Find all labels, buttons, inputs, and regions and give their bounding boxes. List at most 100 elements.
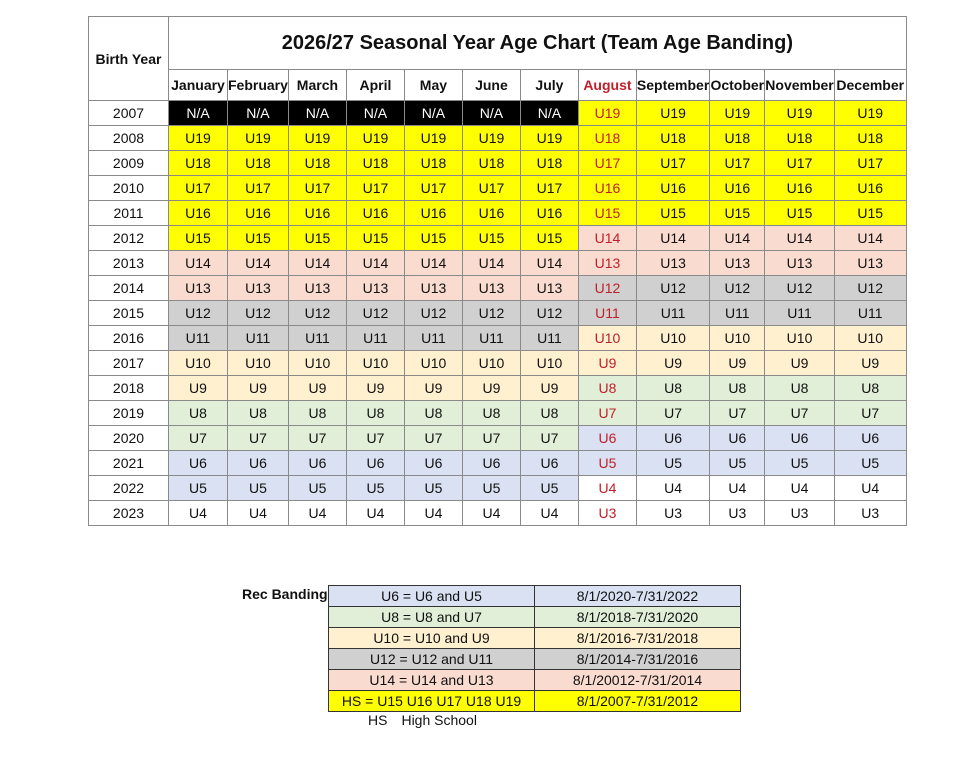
age-group-cell: U8 [403, 400, 463, 426]
age-group-cell: U13 [709, 250, 766, 276]
age-group-cell: U8 [461, 400, 521, 426]
rec-banding-row: U10 = U10 and U9 8/1/2016-7/31/2018 [328, 627, 741, 649]
birth-year-cell: 2017 [88, 350, 169, 376]
age-group-cell: U14 [168, 250, 228, 276]
age-group-cell: U19 [168, 125, 228, 151]
age-group-cell: U17 [461, 175, 521, 201]
age-group-cell: U13 [519, 275, 579, 301]
month-header-december: December [833, 69, 907, 101]
age-group-cell: U5 [461, 475, 521, 501]
age-group-cell: U11 [577, 300, 637, 326]
age-group-cell: U13 [345, 275, 405, 301]
age-group-cell: U17 [833, 150, 907, 176]
age-group-cell: U15 [287, 225, 347, 251]
age-group-cell: U16 [345, 200, 405, 226]
age-group-cell: U12 [227, 300, 289, 326]
rec-banding-label: HS = U15 U16 U17 U18 U19 [328, 690, 535, 712]
birth-year-cell: 2010 [88, 175, 169, 201]
table-row: 2014 U13 U13 U13 U13 U13 U13 U13 U12 U12 U12 U12 U12 [88, 275, 907, 301]
age-group-cell: U6 [168, 450, 228, 476]
age-group-cell: U15 [345, 225, 405, 251]
age-group-cell: U8 [833, 375, 907, 401]
age-group-cell: U19 [635, 100, 711, 126]
age-group-cell: U18 [287, 150, 347, 176]
month-header-march: March [287, 69, 347, 101]
age-group-cell: U11 [403, 325, 463, 351]
age-group-cell: U12 [345, 300, 405, 326]
age-group-cell: U8 [227, 400, 289, 426]
age-group-cell: U5 [168, 475, 228, 501]
age-group-cell: U7 [635, 400, 711, 426]
age-group-cell: U12 [168, 300, 228, 326]
age-group-cell: U12 [833, 275, 907, 301]
age-group-cell: U14 [635, 225, 711, 251]
age-group-cell: U16 [461, 200, 521, 226]
legend: HS High School [368, 712, 491, 728]
age-group-cell: U10 [519, 350, 579, 376]
rec-banding-row: U12 = U12 and U11 8/1/2014-7/31/2016 [328, 648, 741, 670]
rec-banding-row: U8 = U8 and U7 8/1/2018-7/31/2020 [328, 606, 741, 628]
age-group-cell: U7 [577, 400, 637, 426]
rec-banding-label: U6 = U6 and U5 [328, 585, 535, 607]
age-group-cell: U13 [227, 275, 289, 301]
birth-year-cell: 2021 [88, 450, 169, 476]
age-group-cell: U6 [519, 450, 579, 476]
birth-year-cell: 2012 [88, 225, 169, 251]
age-group-cell: U15 [577, 200, 637, 226]
age-group-cell: U5 [577, 450, 637, 476]
month-header-april: April [345, 69, 405, 101]
age-group-cell: U9 [764, 350, 835, 376]
age-group-cell: U16 [577, 175, 637, 201]
legend-abbr: HS [368, 712, 388, 728]
age-group-cell: U4 [833, 475, 907, 501]
age-group-cell: U6 [461, 450, 521, 476]
age-group-cell: U14 [709, 225, 766, 251]
rec-banding-row: HS = U15 U16 U17 U18 U19 8/1/2007-7/31/20… [328, 690, 741, 712]
age-group-cell: U15 [403, 225, 463, 251]
age-group-cell: U7 [461, 425, 521, 451]
age-group-cell: U16 [764, 175, 835, 201]
age-group-cell: U6 [635, 425, 711, 451]
age-group-cell: N/A [519, 100, 579, 126]
age-group-cell: U10 [168, 350, 228, 376]
age-group-cell: U6 [403, 450, 463, 476]
chart-title: 2026/27 Seasonal Year Age Chart (Team Ag… [168, 16, 907, 70]
age-group-cell: U9 [833, 350, 907, 376]
age-group-cell: U7 [519, 425, 579, 451]
age-group-cell: U12 [461, 300, 521, 326]
age-group-cell: U4 [403, 500, 463, 526]
age-group-cell: U11 [833, 300, 907, 326]
rec-banding-table: U6 = U6 and U5 8/1/2020-7/31/2022 U8 = U8 … [328, 585, 741, 712]
month-header-october: October [709, 69, 766, 101]
age-group-cell: U10 [833, 325, 907, 351]
table-row: 2009 U18 U18 U18 U18 U18 U18 U18 U17 U17 U17 U17 U17 [88, 150, 907, 176]
age-group-cell: N/A [168, 100, 228, 126]
rec-banding-dates: 8/1/20012-7/31/2014 [534, 669, 741, 691]
age-group-cell: U9 [168, 375, 228, 401]
age-group-cell: U15 [461, 225, 521, 251]
age-group-cell: U7 [168, 425, 228, 451]
age-group-cell: U5 [287, 475, 347, 501]
age-group-cell: U16 [227, 200, 289, 226]
birth-year-cell: 2018 [88, 375, 169, 401]
age-group-cell: U4 [519, 500, 579, 526]
birth-year-cell: 2008 [88, 125, 169, 151]
month-header-january: January [168, 69, 228, 101]
age-group-cell: U19 [287, 125, 347, 151]
birth-year-cell: 2011 [88, 200, 169, 226]
age-group-cell: U18 [519, 150, 579, 176]
age-group-cell: U6 [287, 450, 347, 476]
age-group-cell: U10 [227, 350, 289, 376]
rec-banding-label: U8 = U8 and U7 [328, 606, 535, 628]
age-group-cell: U4 [345, 500, 405, 526]
birth-year-cell: 2007 [88, 100, 169, 126]
age-group-cell: U8 [519, 400, 579, 426]
age-group-cell: U9 [577, 350, 637, 376]
age-group-cell: U7 [833, 400, 907, 426]
age-group-cell: U6 [345, 450, 405, 476]
age-group-cell: U11 [635, 300, 711, 326]
age-group-cell: U12 [577, 275, 637, 301]
age-group-cell: U15 [519, 225, 579, 251]
age-group-cell: U15 [227, 225, 289, 251]
age-group-cell: U13 [403, 275, 463, 301]
